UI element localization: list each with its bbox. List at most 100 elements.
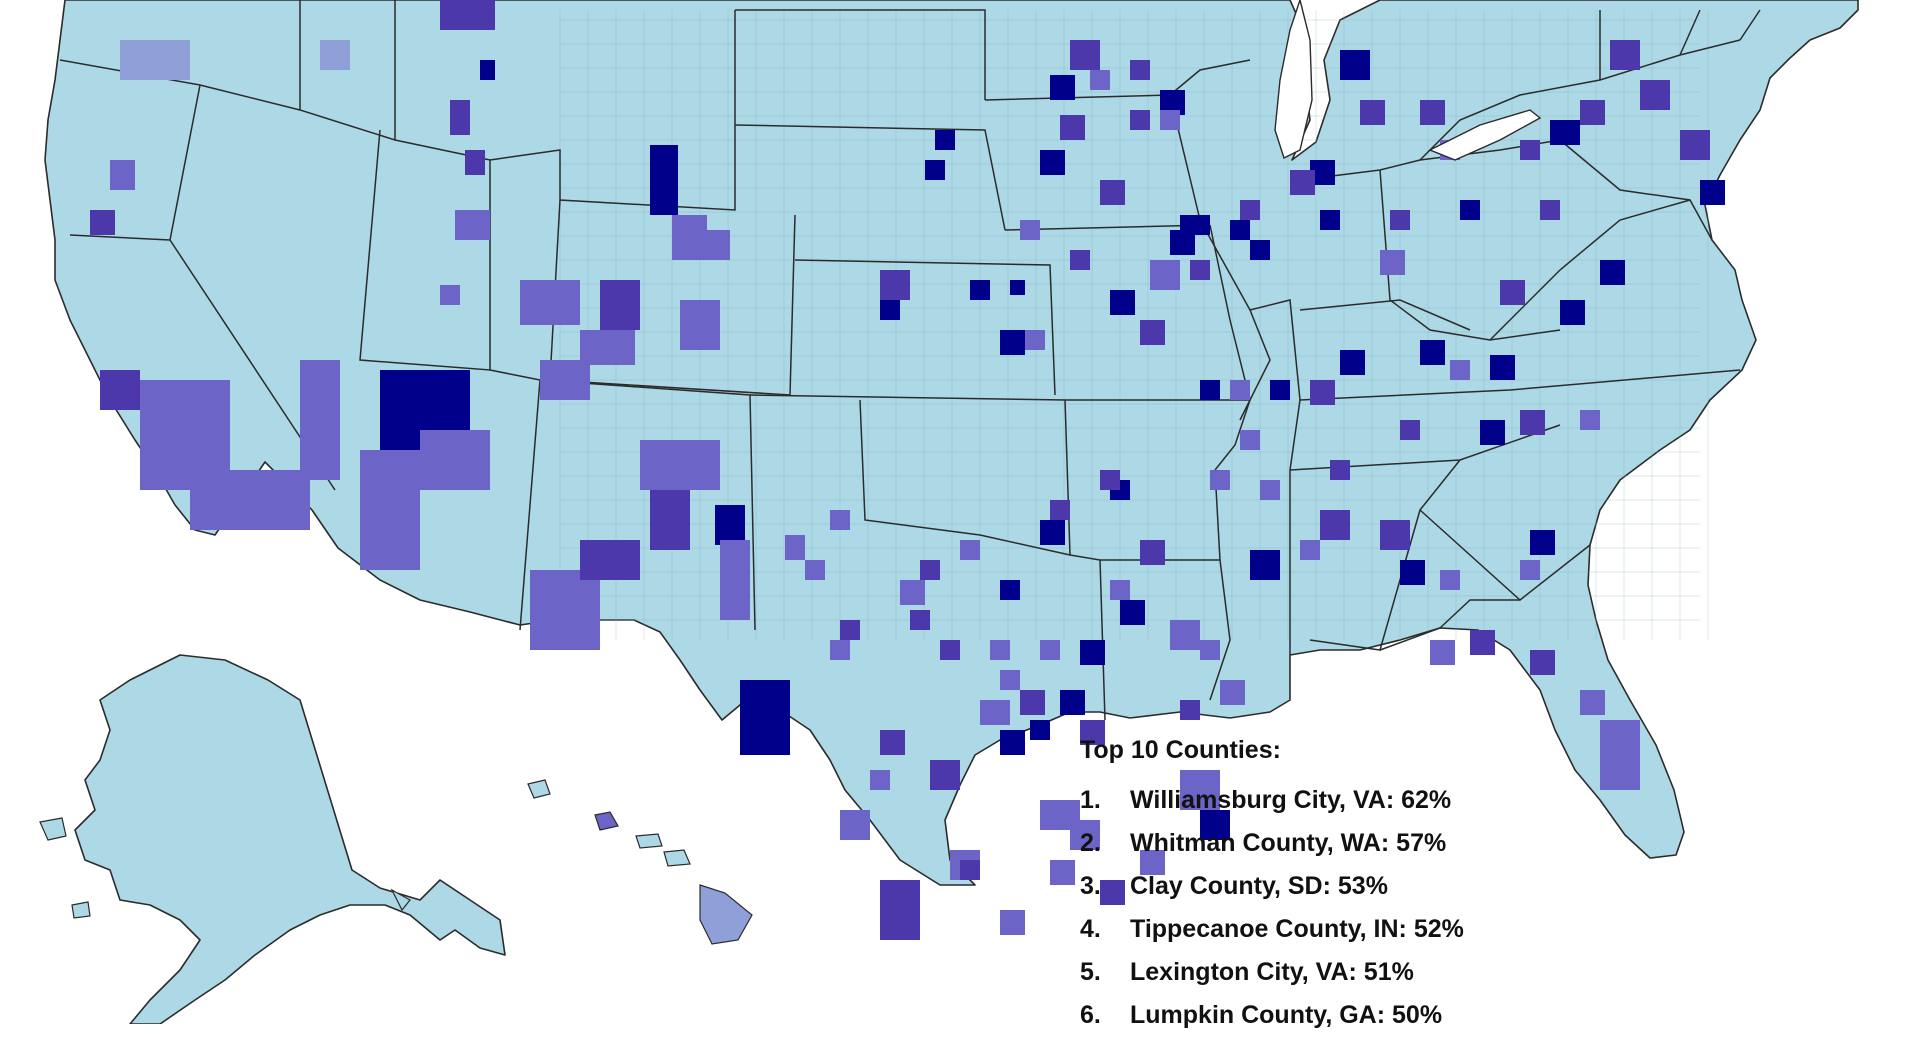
county-shape	[930, 760, 960, 790]
legend-item: 4. Tippecanoe County, IN: 52%	[1080, 908, 1640, 951]
county-shape	[1040, 640, 1060, 660]
state-boundaries	[59, 0, 1761, 721]
county-shape	[1070, 820, 1100, 850]
hawaii-islands	[527, 779, 753, 945]
alaska-islands	[39, 817, 411, 919]
county-shape	[1560, 300, 1585, 325]
county-shape	[1170, 620, 1200, 650]
county-shape	[1030, 720, 1050, 740]
county-shape	[1400, 560, 1425, 585]
county-shape	[1000, 580, 1020, 600]
county-shape	[1180, 770, 1220, 810]
county-shape	[1360, 100, 1385, 125]
county-shape	[1520, 140, 1540, 160]
county-shape	[1060, 115, 1085, 140]
county-shape	[1310, 380, 1335, 405]
county-shape	[960, 540, 980, 560]
county-shape	[455, 210, 490, 240]
county-shape	[1080, 720, 1105, 745]
county-shape	[960, 860, 980, 880]
county-shape	[1120, 600, 1145, 625]
alaska-landmass	[74, 654, 506, 1024]
county-shape	[840, 620, 860, 640]
county-shape	[880, 300, 900, 320]
county-shape	[785, 535, 805, 560]
county-shape	[480, 60, 495, 80]
county-shape	[320, 40, 350, 70]
county-shape	[970, 280, 990, 300]
county-shape	[1290, 170, 1315, 195]
county-shape	[1300, 540, 1320, 560]
county-grid	[559, 10, 1709, 640]
county-shape	[1000, 910, 1025, 935]
county-shape	[640, 440, 720, 490]
county-shape	[120, 40, 190, 80]
county-shape	[1580, 690, 1605, 715]
county-shape	[1530, 650, 1555, 675]
legend-item: 3. Clay County, SD: 53%	[1080, 865, 1640, 908]
county-shape	[715, 505, 745, 545]
legend-county-label: Lexington City, VA: 51%	[1130, 958, 1414, 986]
county-shape	[680, 300, 720, 350]
county-shape	[1520, 410, 1545, 435]
county-shape	[935, 130, 955, 150]
county-shape	[1380, 520, 1410, 550]
county-shape	[1440, 570, 1460, 590]
county-shape	[1460, 200, 1480, 220]
legend-item: 5. Lexington City, VA: 51%	[1080, 951, 1640, 994]
county-shape	[360, 450, 420, 570]
county-shape	[1330, 460, 1350, 480]
county-shape	[1530, 530, 1555, 555]
county-shape	[1140, 320, 1165, 345]
county-shape	[1450, 360, 1470, 380]
county-shape	[1190, 260, 1210, 280]
county-shape	[1025, 330, 1045, 350]
county-shape	[1230, 220, 1250, 240]
county-shape	[1150, 260, 1180, 290]
county-shape	[1340, 350, 1365, 375]
county-shape	[925, 160, 945, 180]
county-shape	[1640, 80, 1670, 110]
county-shape	[1140, 540, 1165, 565]
county-shape	[1340, 50, 1370, 80]
county-shape	[1320, 510, 1350, 540]
county-shape	[420, 430, 490, 490]
county-shape	[1140, 850, 1165, 875]
county-shape	[580, 540, 640, 580]
county-shape	[1180, 215, 1210, 235]
county-shape	[1070, 250, 1090, 270]
county-shape	[1200, 380, 1220, 400]
county-shape	[1100, 180, 1125, 205]
county-shape	[1240, 430, 1260, 450]
county-shape	[1600, 720, 1640, 790]
county-shape	[1230, 380, 1250, 400]
county-shape	[1110, 580, 1130, 600]
county-shape	[1490, 355, 1515, 380]
county-shape	[1610, 40, 1640, 70]
county-shape	[1020, 220, 1040, 240]
county-shape	[940, 640, 960, 660]
legend-item: 6. Lumpkin County, GA: 50%	[1080, 994, 1640, 1037]
county-shape	[1430, 640, 1455, 665]
county-shape	[1420, 100, 1445, 125]
county-shape	[650, 490, 690, 550]
county-shape	[1580, 410, 1600, 430]
legend-rank: 2.	[1080, 829, 1101, 857]
legend-county-label: Whitman County, WA: 57%	[1130, 829, 1447, 857]
county-shape	[805, 560, 825, 580]
county-shape	[1240, 200, 1260, 220]
county-shape	[870, 770, 890, 790]
county-shape	[1130, 110, 1150, 130]
county-shape	[580, 330, 635, 365]
legend-rank: 5.	[1080, 958, 1101, 986]
county-shape	[1250, 240, 1270, 260]
county-shape	[1020, 690, 1045, 715]
legend-list: 1. Williamsburg City, VA: 62% 2. Whitman C…	[1080, 779, 1640, 1037]
county-shape	[990, 640, 1010, 660]
county-shape	[1000, 730, 1025, 755]
county-shape	[830, 510, 850, 530]
county-shape	[980, 700, 1010, 725]
county-shape	[110, 160, 135, 190]
county-shape	[1050, 75, 1075, 100]
